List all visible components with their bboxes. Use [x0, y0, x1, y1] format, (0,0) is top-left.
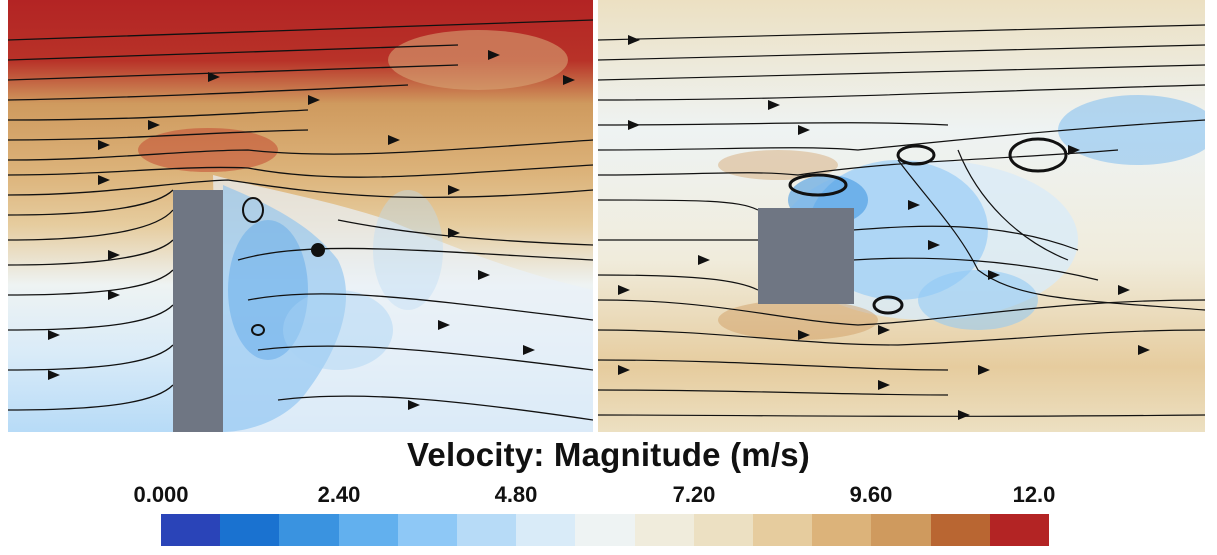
right-streamlines [598, 24, 1205, 417]
left-obstacle [173, 190, 223, 432]
colorbar-tick: 12.0 [1012, 482, 1056, 507]
colorbar-swatch [457, 514, 517, 546]
left-vortices [242, 197, 325, 336]
colorbar [161, 514, 1050, 546]
colorbar-swatch [575, 514, 635, 546]
colorbar-swatch [279, 514, 339, 546]
left-arrowheads [48, 50, 575, 410]
left-velocity-field [8, 0, 593, 432]
left-streamlines [8, 19, 593, 421]
colorbar-swatch [989, 514, 1050, 546]
right-vortices [788, 137, 1068, 315]
colorbar-tick: 2.40 [317, 482, 361, 507]
colorbar-swatch [516, 514, 576, 546]
colorbar-tick: 4.80 [494, 482, 538, 507]
colorbar-swatch [753, 514, 813, 546]
colorbar-tick: 9.60 [849, 482, 893, 507]
colorbar-swatch [930, 514, 990, 546]
colorbar-tick: 7.20 [672, 482, 716, 507]
right-flow-panel [598, 0, 1205, 432]
colorbar-title: Velocity: Magnitude (m/s) [407, 436, 810, 473]
colorbar-swatch [634, 514, 694, 546]
colorbar-swatch [397, 514, 458, 546]
colorbar-swatch [871, 514, 931, 546]
colorbar-swatch [220, 514, 280, 546]
colorbar-tick: 0.000 [133, 482, 189, 507]
right-velocity-field [598, 0, 1205, 432]
colorbar-swatch [338, 514, 398, 546]
left-flow-panel [8, 0, 593, 432]
right-arrowheads [618, 35, 1150, 420]
colorbar-swatch [693, 514, 754, 546]
right-obstacle [758, 208, 854, 304]
colorbar-swatch [812, 514, 872, 546]
colorbar-swatch [161, 514, 221, 546]
